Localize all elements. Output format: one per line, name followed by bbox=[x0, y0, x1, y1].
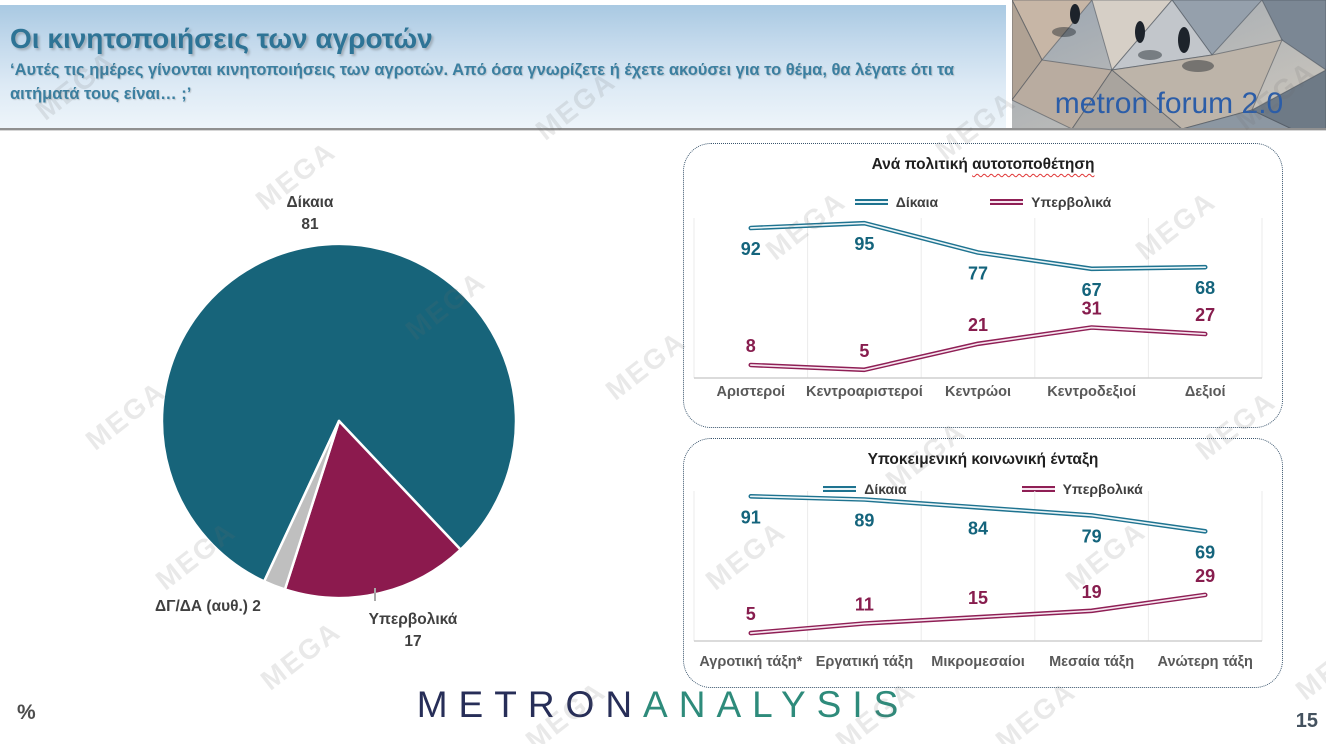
pie-slice-ΔΓ/ΔΑ (αυθ.) bbox=[262, 419, 341, 591]
data-label: 95 bbox=[854, 234, 874, 254]
data-label: 77 bbox=[968, 263, 988, 283]
data-label: 5 bbox=[859, 341, 869, 361]
x-axis-category: Μικρομεσαίοι bbox=[931, 654, 1025, 670]
legend-social: Δίκαια Υπερβολικά bbox=[684, 481, 1282, 497]
legend-political: Δίκαια Υπερβολικά bbox=[684, 194, 1282, 210]
people-silhouettes bbox=[1052, 4, 1214, 72]
percent-unit-label: % bbox=[17, 701, 36, 724]
data-label: 89 bbox=[854, 510, 874, 530]
header: Οι κινητοποιήσεις των αγροτών ‘Αυτές τις… bbox=[0, 5, 1006, 129]
watermark-text: MEGA bbox=[599, 325, 692, 407]
brand-metron: METRON bbox=[416, 684, 644, 725]
x-axis-category: Κεντροδεξιοί bbox=[1047, 384, 1136, 400]
pie-slice-Δίκαια bbox=[160, 242, 518, 583]
pie-slice-Υπερβολικά bbox=[283, 419, 462, 600]
x-axis-category: Αριστεροί bbox=[716, 384, 785, 400]
legend-label-dikaia: Δίκαια bbox=[895, 194, 939, 210]
legend-line-swatch-teal bbox=[854, 199, 888, 205]
legend-item-dikaia: Δίκαια bbox=[854, 194, 939, 210]
metron-analysis-wordmark: METRONANALYSIS bbox=[0, 684, 1326, 726]
x-axis-category: Κεντροαριστεροί bbox=[806, 384, 923, 400]
legend-line-swatch-maroon bbox=[1021, 486, 1055, 492]
line-chart-political: Αριστεροί Κεντροαριστεροί Κεντρώοι Κεντροδε… bbox=[693, 218, 1263, 400]
legend-item-dikaia: Δίκαια bbox=[823, 481, 907, 497]
legend-label-yperbolika: Υπερβολικά bbox=[1031, 194, 1112, 210]
data-label: 79 bbox=[1082, 526, 1102, 546]
legend-item-yperbolika: Υπερβολικά bbox=[990, 194, 1111, 210]
logo-mosaic-image: metron forum 2.0 bbox=[1012, 0, 1326, 129]
data-label: 19 bbox=[1082, 582, 1102, 602]
data-label: 21 bbox=[968, 315, 988, 335]
pie-label-dikaia-text: Δίκαια bbox=[286, 194, 334, 211]
legend-line-swatch-maroon bbox=[990, 199, 1024, 205]
pie-callout-line bbox=[374, 588, 376, 601]
page-number: 15 bbox=[1295, 710, 1318, 732]
x-axis-category: Κεντρώοι bbox=[945, 384, 1011, 400]
pie-label-dikaia: Δίκαια 81 bbox=[235, 192, 385, 236]
x-axis-category: Ανώτερη τάξη bbox=[1158, 654, 1253, 670]
panel-political-title-prefix: Ανά πολιτική bbox=[871, 156, 973, 173]
metron-forum-logo: metron forum 2.0 bbox=[1012, 0, 1326, 129]
series-line-Δίκαια bbox=[748, 493, 1208, 534]
pie-label-yperbolika-text: Υπερβολικά bbox=[368, 611, 458, 628]
legend-item-yperbolika: Υπερβολικά bbox=[1021, 481, 1143, 497]
header-divider-light bbox=[0, 130, 1326, 131]
panel-social-title-text: Υποκειμενική κοινωνική ένταξη bbox=[867, 451, 1099, 468]
panel-political-title-underlined: αυτοτοποθέτηση bbox=[972, 156, 1095, 173]
data-label: 68 bbox=[1195, 278, 1215, 298]
legend-line-swatch-teal bbox=[823, 486, 857, 492]
data-label: 27 bbox=[1195, 305, 1215, 325]
panel-political-title: Ανά πολιτική αυτοτοποθέτηση bbox=[684, 156, 1282, 174]
data-label: 91 bbox=[741, 507, 761, 527]
x-axis-category: Αγροτική τάξη* bbox=[699, 654, 802, 670]
data-label: 29 bbox=[1195, 566, 1215, 586]
data-label: 84 bbox=[968, 518, 988, 538]
data-label: 15 bbox=[968, 588, 988, 608]
series-line-Δίκαια bbox=[748, 220, 1208, 272]
series-line-Υπερβολικά bbox=[748, 325, 1208, 373]
logo-wordmark: metron forum 2.0 bbox=[1055, 87, 1283, 120]
pie-chart bbox=[160, 242, 518, 600]
x-axis-category: Δεξιοί bbox=[1185, 384, 1226, 400]
panel-social-title: Υποκειμενική κοινωνική ένταξη bbox=[684, 451, 1282, 469]
x-axis-category: Εργατική τάξη bbox=[816, 654, 913, 670]
header-divider bbox=[0, 128, 1326, 130]
x-axis-category: Μεσαία τάξη bbox=[1049, 654, 1134, 670]
line-chart-social: Αγροτική τάξη* Εργατική τάξη Μικρομεσαίοι Μ… bbox=[693, 491, 1263, 670]
pie-label-dikaia-value: 81 bbox=[301, 216, 319, 233]
legend-label-dikaia: Δίκαια bbox=[864, 481, 907, 497]
pie-label-yperbolika: Υπερβολικά 17 bbox=[338, 609, 488, 653]
series-line-Υπερβολικά bbox=[748, 592, 1208, 636]
panel-political-self-placement: Ανά πολιτική αυτοτοποθέτηση Δίκαια Υπερβ… bbox=[683, 143, 1283, 428]
legend-label-yperbolika: Υπερβολικά bbox=[1062, 481, 1143, 497]
pie-label-yperbolika-value: 17 bbox=[404, 633, 422, 650]
pie-label-dgda: ΔΓ/ΔΑ (αυθ.) 2 bbox=[155, 598, 261, 615]
data-label: 8 bbox=[746, 336, 756, 356]
survey-question-text: ‘Αυτές τις ημέρες γίνονται κινητοποιήσει… bbox=[10, 61, 955, 103]
brand-analysis: ANALYSIS bbox=[643, 684, 910, 725]
data-label: 69 bbox=[1195, 542, 1215, 562]
page-title: Οι κινητοποιήσεις των αγροτών bbox=[10, 23, 433, 54]
data-label: 67 bbox=[1082, 280, 1102, 300]
data-label: 5 bbox=[746, 604, 756, 624]
data-label: 31 bbox=[1082, 298, 1102, 318]
data-label: 92 bbox=[741, 239, 761, 259]
panel-social-class: Υποκειμενική κοινωνική ένταξη Δίκαια Υπε… bbox=[683, 438, 1283, 688]
data-label: 11 bbox=[855, 595, 874, 615]
